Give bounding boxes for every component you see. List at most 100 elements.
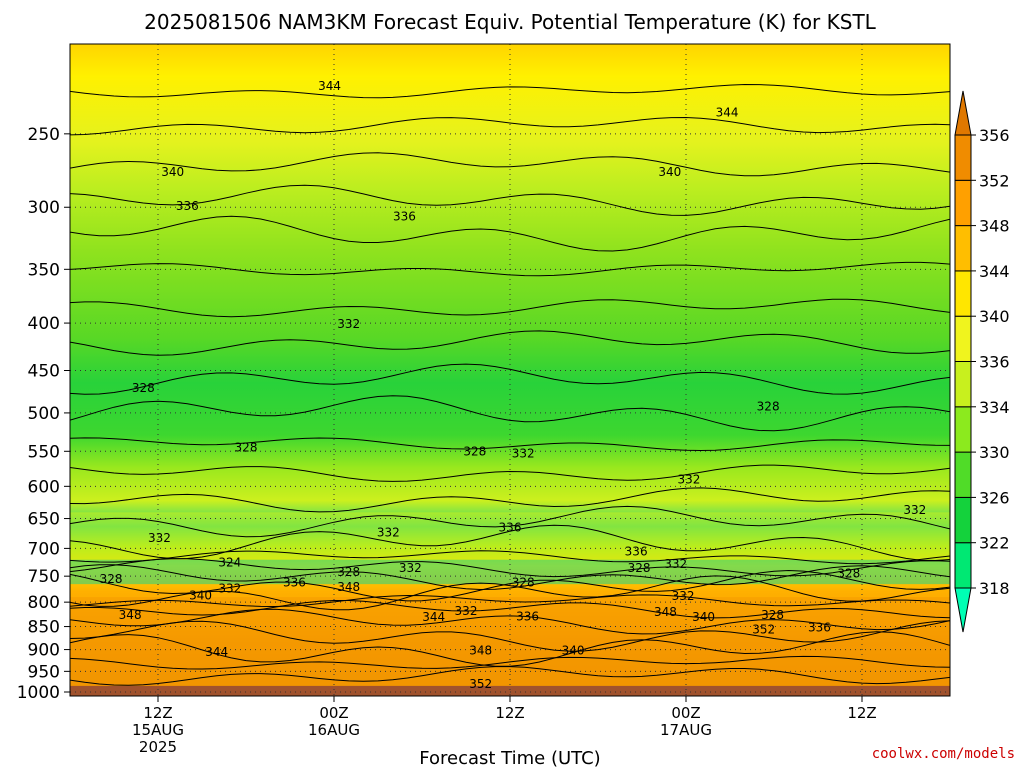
contour-label: 328 [761,608,784,622]
contour-line [70,215,950,252]
colorbar-extend-low [954,587,972,633]
contour-label: 340 [658,165,681,179]
colorbar-label: 318 [979,579,1010,598]
contour-label: 340 [161,165,184,179]
contour-label: 328 [132,381,155,395]
contour-label: 332 [148,531,171,545]
y-tick-label: 900 [28,641,60,661]
contour-label: 344 [422,610,445,624]
contour-line [70,395,950,432]
colorbar-swatch [954,406,972,453]
colorbar-label: 348 [979,217,1010,236]
y-tick-label: 450 [28,361,60,381]
contour-label: 340 [189,589,212,603]
contour-line [70,558,950,578]
chart-title-group: 2025081506 NAM3KM Forecast Equiv. Potent… [144,10,876,34]
colorbar-label: 344 [979,262,1010,281]
y-tick-label: 500 [28,404,60,424]
contour-label: 324 [218,556,241,570]
contour-line [70,594,950,608]
y-tick-label: 300 [28,198,60,218]
colorbar-label: 330 [979,443,1010,462]
y-tick-label: 700 [28,539,60,559]
colorbar-label: 334 [979,398,1010,417]
contour-label: 340 [692,610,715,624]
colorbar-label: 336 [979,353,1010,372]
contour-label: 336 [283,576,306,590]
contour-label: 332 [903,503,926,517]
y-tick-label: 550 [28,442,60,462]
colorbar-label: 352 [979,171,1010,190]
contour-label: 336 [516,609,539,623]
chart-title: 2025081506 NAM3KM Forecast Equiv. Potent… [144,10,876,34]
contour-label: 332 [672,589,695,603]
colorbar-label: 322 [979,534,1010,553]
gridlines [70,44,950,696]
y-tick-label: 350 [28,260,60,280]
contour-line [70,184,950,216]
contour-label: 328 [235,441,258,455]
contour-line [70,464,950,482]
theta-band-1 [70,559,950,585]
y-tick-label: 250 [28,125,60,145]
contour-label: 336 [499,521,522,535]
contour-line [70,116,950,136]
contour-label: 344 [716,105,739,119]
y-tick-label: 400 [28,314,60,334]
contour-label: 328 [757,399,780,413]
x-tick-label: 12Z [143,704,172,722]
x-axis-label: Forecast Time (UTC) [419,748,600,768]
contour-label: 332 [377,526,400,540]
contour-label: 328 [337,565,360,579]
contour-label: 352 [469,677,492,691]
colorbar-swatch [954,451,972,498]
colorbar-label: 326 [979,488,1010,507]
x-tick-label: 00Z [671,704,700,722]
contour-label: 336 [625,544,648,558]
contour-label: 340 [562,643,585,657]
contour-label: 336 [176,199,199,213]
contour-label: 348 [337,580,360,594]
contour-line [70,666,950,686]
contour-label: 328 [512,576,535,590]
x-tick-label: 2025 [139,738,177,756]
ground-surface [70,685,950,696]
y-axis: 250 300 350 400 450 500 550 600 650 700 750 800 850 9… [17,125,70,703]
contour-line [70,487,950,513]
colorbar-extend-high [954,90,972,136]
contour-line [70,363,950,395]
contour-label: 344 [318,79,341,93]
contour-line [70,261,950,277]
x-tick-label: 16AUG [308,721,360,739]
contour-line [70,152,950,177]
contour-line [70,575,950,611]
contour-labels: 344 344 340 340 336 336 332 328 328 328 328 332 332 3… [100,79,927,691]
contour-line [70,564,950,591]
contour-line [70,437,950,452]
contour-line [70,505,950,538]
y-tick-label: 800 [28,593,60,613]
contour-label: 344 [205,645,228,659]
contour-line [70,524,950,562]
contour-label: 332 [337,317,360,331]
y-tick-label: 750 [28,567,60,587]
colorbar-swatch [954,542,972,589]
contour-label: 328 [628,561,651,575]
colorbar-swatch [954,134,972,181]
contour-line [70,569,950,602]
contour-label: 348 [119,608,142,622]
x-tick-label: 00Z [319,704,348,722]
colorbar-swatch [954,315,972,363]
contour-label: 332 [512,446,535,460]
colorbar-swatch [954,225,972,272]
contour-label: 328 [100,572,123,586]
plot-area [70,44,950,696]
colorbar-swatch [954,361,972,408]
contour-label: 332 [677,473,700,487]
contour-label: 332 [455,604,478,618]
contour-label: 348 [654,605,677,619]
contour-label: 336 [808,621,831,635]
colorbar: 318 322 326 330 334 336 340 344 348 352 356 [954,90,1010,633]
contour-label: 352 [752,622,775,636]
